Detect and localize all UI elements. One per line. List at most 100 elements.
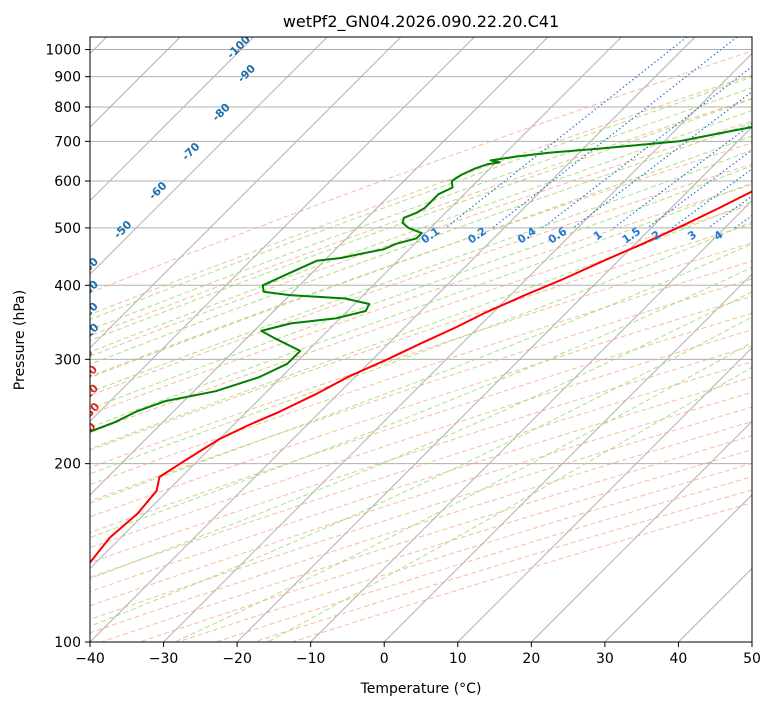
isotherm-line (310, 199, 752, 642)
y-tick-label: 100 (54, 635, 81, 651)
dry-adiabat (90, 163, 752, 397)
axis-layer: −40 −30 −20 −10 0 10 20 30 40 5010020030040050060… (45, 43, 761, 667)
isotherm-line (604, 494, 752, 642)
dry-adiabat-label: -20 (78, 300, 101, 323)
dry-adiabat (90, 312, 752, 534)
y-axis-label: Pressure (hPa) (12, 290, 28, 390)
isotherm-line (90, 37, 696, 642)
isotherm-line (90, 37, 475, 423)
dry-adiabat (90, 142, 752, 377)
dry-adiabat (90, 278, 752, 502)
dry-adiabat (90, 242, 752, 469)
isotherm-line (90, 37, 255, 202)
dry-adiabat (90, 376, 752, 593)
chart-title: wetPf2_GN04.2026.090.22.20.C41 (283, 12, 559, 32)
isotherm-line (530, 420, 752, 642)
dry-adiabat (90, 97, 752, 337)
dewpoint-profile (90, 126, 752, 433)
x-tick-label: −10 (296, 651, 326, 667)
dry-adiabat (90, 361, 752, 578)
dry-adiabat (101, 435, 752, 642)
y-tick-label: 600 (54, 174, 81, 190)
dry-adiabat (90, 329, 752, 549)
dry-adiabat-label: -40 (78, 255, 101, 278)
y-tick-label: 1000 (45, 43, 81, 59)
dry-adiabat (90, 295, 752, 518)
moist-adiabat (90, 122, 752, 365)
dry-adiabat-label: -60 (146, 179, 169, 202)
dry-adiabat (177, 462, 752, 642)
isotherm-line (163, 52, 752, 642)
moist-adiabat (90, 149, 752, 393)
y-tick-label: 300 (54, 352, 81, 368)
isotherm-line (678, 567, 752, 642)
temperature-profile (90, 190, 752, 565)
x-tick-label: 10 (449, 651, 467, 667)
x-tick-label: −30 (149, 651, 179, 667)
mixing-ratio-line (613, 123, 752, 229)
isotherm-line (383, 273, 752, 642)
y-tick-label: 200 (54, 457, 81, 473)
dry-adiabat-label: 0 (81, 346, 96, 361)
isotherm-line (90, 37, 549, 496)
dry-adiabat-label: -10 (78, 320, 101, 343)
dry-adiabat (90, 345, 752, 564)
mixing-ratio-line (445, 37, 688, 229)
dry-adiabat-label: 30 (82, 400, 102, 420)
dry-adiabat-label: -90 (235, 62, 258, 85)
moist-adiabat (90, 221, 752, 475)
dry-adiabat-label: 10 (80, 363, 100, 383)
moist-adiabat (90, 182, 752, 428)
dry-adiabat (215, 476, 752, 642)
mixing-ratio-label: 1 (591, 228, 605, 243)
moist-adiabat (90, 98, 752, 342)
dry-adiabat-label: 40 (78, 419, 98, 439)
moist-adiabat (90, 165, 752, 410)
x-tick-label: −20 (222, 651, 252, 667)
x-tick-label: 20 (522, 651, 540, 667)
x-tick-label: 0 (380, 651, 389, 667)
y-tick-label: 800 (54, 100, 81, 116)
isotherm-line (236, 126, 752, 642)
mixing-ratio-line (572, 90, 752, 229)
isotherm-line (90, 37, 402, 349)
y-tick-label: 400 (54, 278, 81, 294)
x-tick-label: 30 (596, 651, 614, 667)
dry-adiabat (90, 260, 752, 486)
moist-adiabat (90, 76, 752, 321)
dry-adiabat (90, 50, 752, 294)
dry-adiabat (291, 502, 752, 642)
isotherm-line (457, 347, 752, 642)
moist-adiabat (90, 291, 752, 580)
isotherm-line (751, 641, 752, 642)
x-tick-label: 40 (670, 651, 688, 667)
dry-adiabat-label: -80 (210, 100, 233, 123)
mixing-ratio-label: 4 (712, 228, 726, 243)
moist-adiabat (90, 266, 752, 539)
y-tick-label: 900 (54, 70, 81, 86)
y-tick-label: 500 (54, 221, 81, 237)
mixing-ratio-line (492, 37, 738, 229)
y-tick-label: 700 (54, 134, 81, 150)
dry-adiabat-label: -50 (111, 218, 134, 241)
lines-layer (90, 126, 752, 565)
plot-frame (89, 36, 753, 643)
isotherm-line (90, 37, 622, 570)
dry-adiabat-label: 20 (81, 381, 101, 401)
mixing-ratio-line (542, 65, 752, 229)
grid-layer (90, 37, 752, 642)
x-axis-label: Temperature (°C) (360, 681, 482, 697)
moist-adiabat (90, 87, 752, 331)
moist-adiabat (174, 341, 752, 642)
x-tick-label: 50 (743, 651, 761, 667)
isotherm-line (90, 37, 328, 275)
moist-adiabat (90, 200, 752, 450)
dry-adiabat (90, 184, 752, 415)
dry-adiabat-label: -30 (78, 277, 101, 300)
dry-adiabat-label: -70 (179, 140, 202, 163)
mixing-ratio-line (734, 214, 752, 229)
dry-adiabat (90, 391, 752, 607)
dry-adiabat (90, 223, 752, 451)
x-tick-label: −40 (75, 651, 105, 667)
